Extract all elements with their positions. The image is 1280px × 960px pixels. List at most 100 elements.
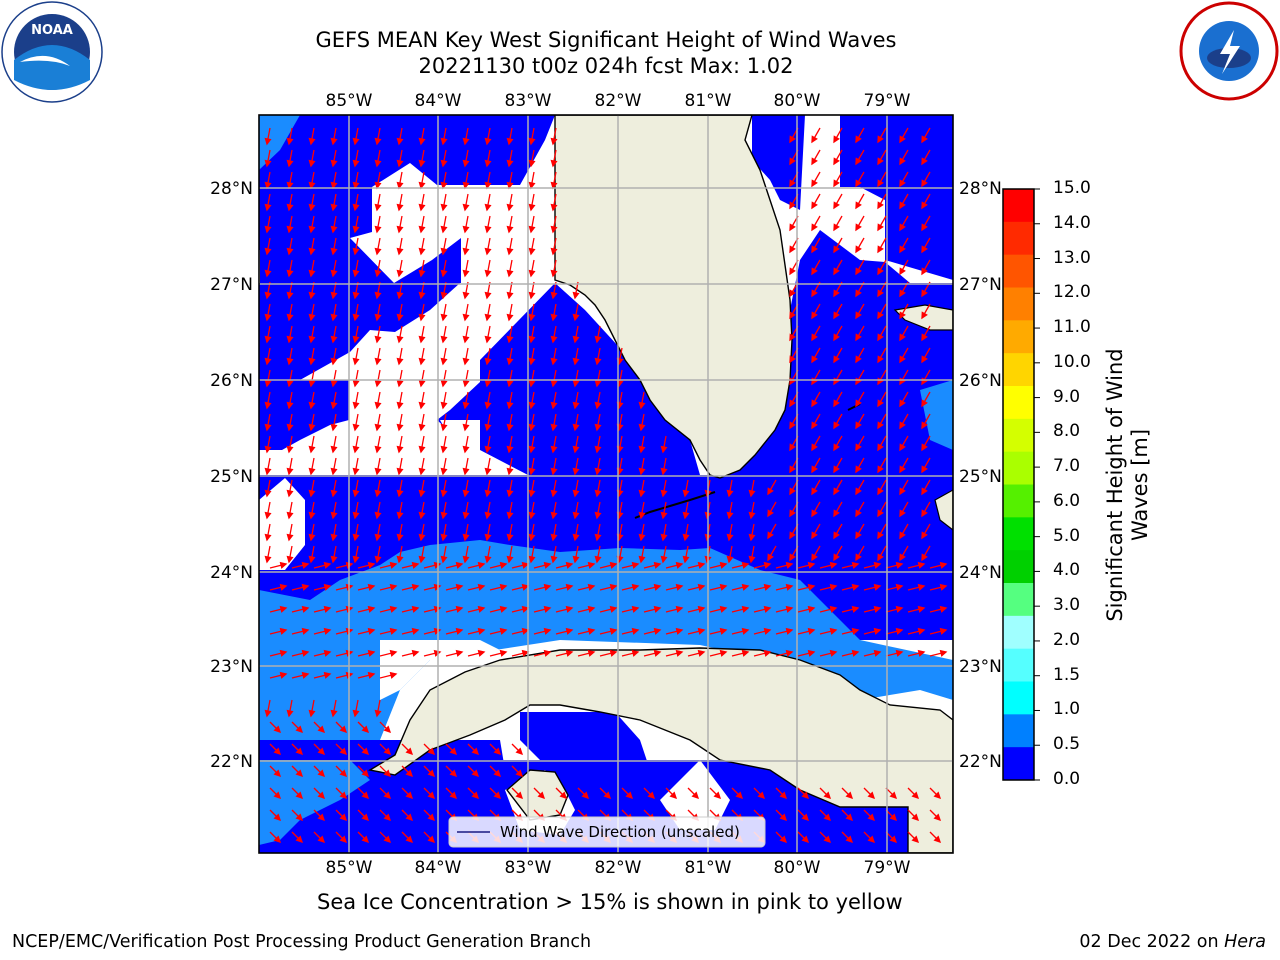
wave-direction-arrowhead [939,605,948,613]
wave-direction-arrowhead [811,289,818,298]
wave-direction-arrowhead [389,583,398,591]
wave-direction-arrowhead [440,445,448,454]
wave-direction-arrowhead [330,423,338,432]
wave-direction-arrowhead [587,605,596,613]
wave-direction-arrowhead [308,313,316,322]
wave-direction-arrowhead [565,627,574,635]
wave-direction-arrowhead [418,533,426,542]
wave-direction-arrowhead [682,555,690,564]
wave-direction-arrowhead [855,443,862,452]
wave-direction-arrowhead [396,555,404,564]
wave-direction-arrowhead [877,135,884,144]
wave-direction-arrowhead [845,791,854,800]
lat-label: 23°N [210,657,253,677]
lat-label: 26°N [959,371,1002,391]
wave-direction-arrowhead [352,335,360,344]
wave-direction-arrowhead [264,379,272,388]
wave-direction-arrowhead [682,511,690,520]
wave-direction-arrowhead [669,791,678,800]
wave-direction-arrowhead [741,605,750,613]
wave-direction-arrowhead [418,511,426,520]
wave-direction-arrowhead [877,179,884,188]
colorbar-tick-label: 0.5 [1053,734,1081,755]
wave-direction-arrowhead [440,313,448,322]
wave-direction-arrowhead [396,335,404,344]
wave-direction-arrowhead [484,159,492,168]
wave-direction-arrowhead [660,467,668,476]
wave-direction-arrowhead [308,203,316,212]
colorbar-frame [1002,188,1035,781]
wave-direction-arrowhead [867,813,876,822]
wave-direction-arrowhead [735,791,744,800]
wave-direction-arrowhead [352,423,360,432]
wave-direction-arrowhead [323,671,332,679]
map-frame [258,114,954,854]
colorbar-tick-label: 14.0 [1053,212,1091,233]
wave-direction-arrowhead [697,605,706,613]
wave-direction-arrowhead [833,465,840,474]
wave-direction-arrowhead [811,465,818,474]
wave-direction-arrowhead [911,813,920,822]
wave-direction-arrowhead [361,791,370,800]
wave-direction-arrowhead [301,627,310,635]
wave-direction-arrowhead [330,489,338,498]
wave-direction-arrowhead [383,835,392,844]
wave-direction-arrowhead [638,445,646,454]
wave-direction-arrowhead [917,583,926,591]
colorbar-cell [1003,353,1034,387]
wave-direction-arrowhead [587,627,596,635]
wave-direction-arrowhead [572,379,580,388]
wave-direction-arrowhead [455,649,464,657]
wave-direction-arrowhead [374,445,382,454]
wave-direction-arrowhead [697,583,706,591]
wave-direction-arrowhead [506,159,514,168]
wave-direction-arrowhead [330,203,338,212]
wave-direction-arrowhead [418,291,426,300]
wave-direction-arrowhead [811,355,818,364]
wave-direction-arrowhead [855,509,862,518]
wave-direction-arrowhead [374,335,382,344]
wave-direction-arrowhead [528,467,536,476]
wave-direction-arrowhead [484,225,492,234]
wave-direction-arrowhead [330,445,338,454]
wave-direction-arrowhead [440,379,448,388]
wave-direction-arrowhead [317,791,326,800]
wave-direction-arrowhead [477,649,486,657]
wave-direction-arrowhead [528,203,536,212]
wave-direction-arrowhead [330,181,338,190]
wave-direction-arrowhead [638,423,646,432]
wave-direction-arrowhead [462,247,470,256]
wave-direction-arrowhead [330,269,338,278]
wave-direction-arrowhead [748,511,756,520]
wave-direction-arrowhead [367,671,376,679]
wave-direction-arrowhead [396,511,404,520]
wave-direction-arrowhead [440,555,448,564]
colorbar-cell [1003,386,1034,420]
wave-direction-arrowhead [572,445,580,454]
wave-direction-arrowhead [811,201,818,210]
lat-label: 22°N [959,752,1002,772]
wave-direction-arrowhead [528,357,536,366]
colorbar-cell [1003,648,1034,682]
wave-direction-arrowhead [396,269,404,278]
wave-direction-arrowhead [286,203,294,212]
wave-direction-arrowhead [638,533,646,542]
wave-direction-arrowhead [264,247,272,256]
wave-direction-arrowhead [921,289,928,298]
wave-height-0.5-1.0 [259,115,953,845]
wave-direction-arrowhead [789,135,796,144]
wave-direction-arrowhead [449,747,458,756]
wave-direction-arrowhead [829,605,838,613]
wave-direction-arrowhead [719,605,728,613]
wave-direction-arrowhead [352,269,360,278]
wave-direction-arrowhead [264,203,272,212]
wave-direction-arrowhead [484,313,492,322]
wave-direction-arrowhead [899,223,906,232]
wave-direction-arrowhead [440,203,448,212]
wave-direction-arrowhead [565,605,574,613]
wave-direction-arrowhead [286,357,294,366]
wave-direction-arrowhead [462,445,470,454]
wave-direction-arrowhead [933,791,942,800]
footer-date-text: 02 Dec 2022 on [1079,932,1219,952]
wave-direction-arrowhead [550,137,558,146]
